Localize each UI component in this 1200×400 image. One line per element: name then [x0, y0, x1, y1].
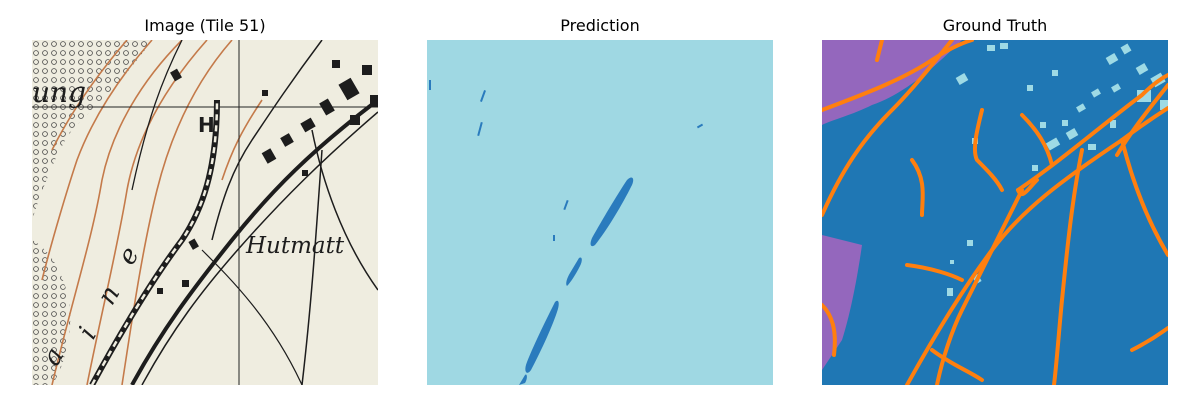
map-label-h: H: [198, 113, 215, 137]
rocky-area-top: [32, 40, 152, 220]
contour-lines: [41, 40, 263, 385]
buildings: [157, 60, 378, 294]
road-lines: [822, 40, 1168, 385]
prediction-foreground: [429, 80, 704, 385]
ground-truth-mask: [822, 40, 1168, 385]
prediction-background: [427, 40, 773, 385]
image-panel-title: Image (Tile 51): [144, 16, 266, 35]
prediction-panel-title: Prediction: [560, 16, 640, 35]
prediction-panel: [427, 40, 773, 385]
ground-truth-panel: [822, 40, 1168, 385]
ground-truth-panel-title: Ground Truth: [942, 16, 1048, 35]
side-road: [211, 40, 323, 241]
map-label-rung: ung: [32, 76, 86, 109]
map-label-hutmatt: Hutmatt: [245, 233, 345, 259]
purple-region-left: [822, 235, 862, 370]
prediction-mask: [427, 40, 773, 385]
image-panel: ung H Hutmatt a i n e: [32, 40, 378, 385]
historical-map-image: ung H Hutmatt a i n e: [32, 40, 378, 385]
main-road: [130, 98, 378, 385]
